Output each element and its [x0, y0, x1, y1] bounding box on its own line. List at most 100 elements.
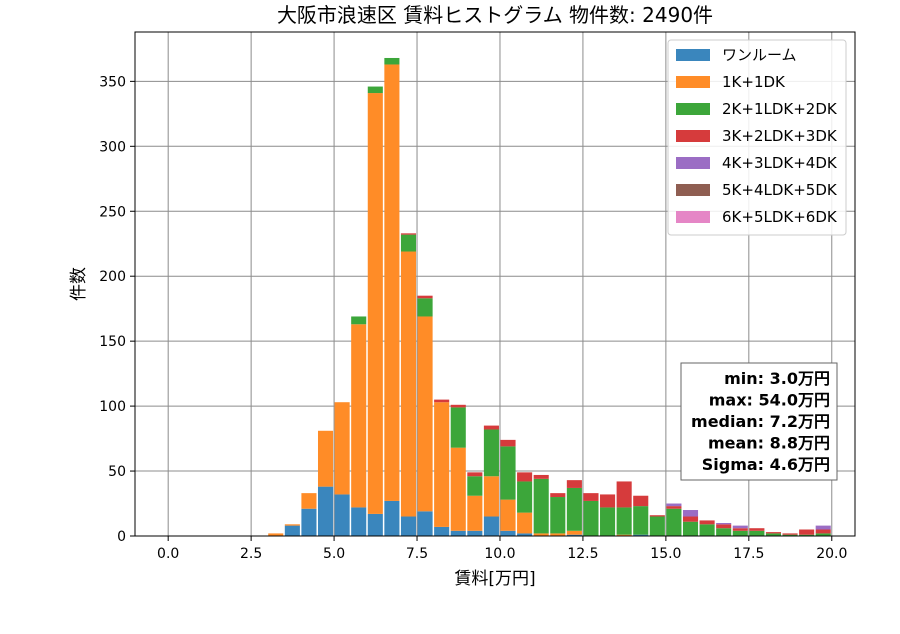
bar-segment [483, 476, 499, 517]
bar-segment [566, 534, 582, 536]
legend-swatch [676, 49, 710, 61]
legend-label: 5K+4LDK+5DK [722, 181, 838, 199]
bar-segment [699, 520, 715, 525]
y-axis-label: 件数 [69, 267, 89, 301]
y-tick-label: 350 [99, 74, 126, 90]
bar-segment [749, 528, 765, 531]
stats-frame [680, 362, 838, 481]
bar-segment [749, 530, 765, 536]
x-tick-label: 2.5 [240, 546, 262, 562]
bar-segment [367, 93, 383, 514]
bar-segment [317, 430, 334, 487]
bar-segment [400, 234, 417, 252]
bar-segment [716, 528, 732, 536]
bar-segment [417, 295, 433, 299]
bar-segment [550, 533, 566, 536]
bar-segment [682, 510, 699, 517]
bar-segment [417, 511, 433, 536]
bar-segment [400, 516, 417, 536]
bars-group [268, 57, 831, 536]
bar-segment [517, 481, 533, 513]
stats-line: median: 7.2万円 [691, 412, 830, 431]
bar-segment [633, 534, 649, 536]
y-tick-label: 300 [99, 139, 126, 155]
bar-segment [633, 506, 649, 535]
bar-segment [450, 447, 466, 531]
bar-segment [799, 529, 815, 535]
y-tick-label: 250 [99, 204, 126, 220]
x-tick-label: 7.5 [406, 546, 428, 562]
grid-lines [135, 32, 855, 537]
bar-segment [384, 57, 400, 65]
y-tick-label: 200 [99, 269, 126, 285]
bar-segment [517, 533, 533, 536]
x-tick-label: 20.0 [816, 546, 847, 562]
bar-segment [716, 523, 732, 525]
y-tick-label: 100 [99, 399, 126, 415]
bar-segment [384, 64, 400, 501]
stats-line: Sigma: 4.6万円 [702, 455, 830, 474]
bar-segment [400, 251, 417, 517]
bar-segment [616, 481, 632, 508]
bar-segment [699, 524, 715, 536]
bar-segment [600, 507, 616, 536]
y-tick-label: 50 [108, 464, 126, 480]
legend-label: ワンルーム [722, 46, 797, 64]
bar-segment [317, 486, 334, 536]
bar-segment [533, 474, 549, 479]
bar-segment [649, 516, 665, 536]
bar-segment [301, 493, 317, 509]
bar-segment [782, 533, 798, 535]
legend-swatch [676, 130, 710, 142]
x-tick-label: 10.0 [484, 546, 515, 562]
bar-segment [467, 530, 483, 536]
bar-segment [500, 499, 516, 531]
bar-segment [716, 524, 732, 529]
bar-segment [583, 500, 599, 536]
bar-segment [467, 476, 483, 496]
legend-swatch [676, 76, 710, 88]
bar-segment [616, 507, 632, 535]
bar-segment [732, 530, 748, 536]
legend-swatch [676, 103, 710, 115]
bar-segment [815, 525, 831, 530]
stats-box: min: 3.0万円 max: 54.0万円 median: 7.2万円 mean: … [680, 362, 838, 481]
x-axis-ticks: 0.0 2.5 5.0 7.5 10.0 12.5 15.0 17.5 20.0 [157, 536, 847, 562]
bar-segment [815, 529, 831, 534]
bar-segment [682, 516, 699, 522]
bar-segment [284, 524, 300, 526]
bar-segment [351, 507, 367, 536]
x-tick-label: 0.0 [157, 546, 179, 562]
legend-label: 6K+5LDK+6DK [722, 208, 838, 226]
legend-label: 4K+3LDK+4DK [722, 154, 838, 172]
stats-line: min: 3.0万円 [724, 369, 830, 388]
x-tick-label: 12.5 [567, 546, 598, 562]
bar-segment [500, 446, 516, 500]
bar-segment [367, 86, 383, 94]
bar-segment [351, 316, 367, 325]
bar-segment [600, 494, 616, 508]
y-tick-label: 150 [99, 334, 126, 350]
bar-segment [517, 512, 533, 534]
x-tick-label: 15.0 [650, 546, 681, 562]
bar-segment [301, 508, 317, 536]
bar-segment [666, 506, 682, 509]
bar-segment [782, 534, 798, 536]
y-tick-label: 0 [117, 529, 126, 545]
bar-segment [268, 533, 284, 536]
legend-label: 1K+1DK [722, 73, 786, 91]
bar-segment [533, 478, 549, 534]
legend: ワンルーム 1K+1DK 2K+1LDK+2DK 3K+2LDK+3DK 4K+3LDK… [667, 39, 847, 236]
bar-segment [434, 399, 450, 403]
bar-segment [566, 530, 582, 535]
bar-segment [450, 530, 466, 536]
bar-segment [450, 404, 466, 408]
x-tick-label: 5.0 [323, 546, 345, 562]
bar-segment [815, 533, 831, 536]
bar-segment [649, 515, 665, 517]
y-axis-ticks: 0 50 100 150 200 250 300 350 [99, 74, 135, 545]
legend-frame [667, 39, 847, 236]
bar-segment [500, 439, 516, 447]
x-tick-label: 17.5 [733, 546, 764, 562]
bar-segment [434, 402, 450, 527]
